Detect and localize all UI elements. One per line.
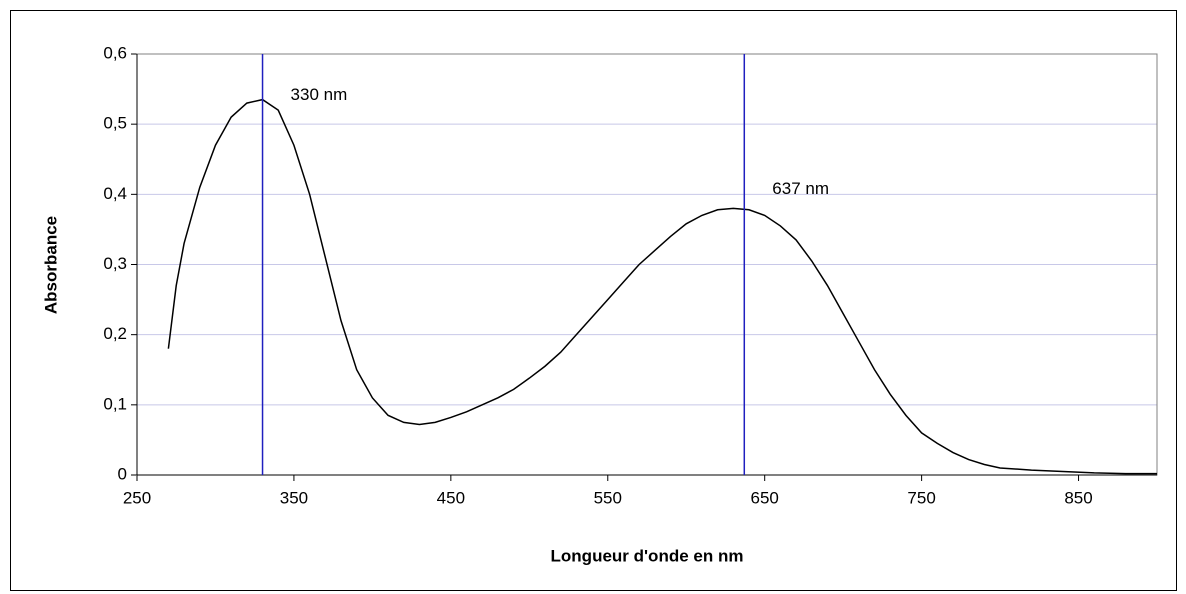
y-tick-label: 0,2 (103, 324, 127, 343)
y-tick-label: 0,6 (103, 43, 127, 62)
x-tick-label: 450 (437, 488, 465, 507)
x-tick-label: 750 (907, 488, 935, 507)
y-tick-label: 0,1 (103, 394, 127, 413)
peak-label: 330 nm (291, 85, 348, 104)
y-tick-label: 0 (118, 464, 127, 483)
x-tick-label: 350 (280, 488, 308, 507)
spectrum-line (167, 98, 1157, 475)
x-axis-title: Longueur d'onde en nm (551, 546, 744, 565)
x-tick-label: 550 (594, 488, 622, 507)
y-tick-label: 0,4 (103, 184, 127, 203)
y-tick-label: 0,5 (103, 114, 127, 133)
x-tick-label: 850 (1064, 488, 1092, 507)
y-axis-title: Absorbance (41, 216, 60, 314)
y-tick-label: 0,3 (103, 254, 127, 273)
x-tick-label: 650 (751, 488, 779, 507)
peak-label: 637 nm (772, 179, 829, 198)
x-tick-label: 250 (123, 488, 151, 507)
chart-frame (10, 10, 1177, 591)
